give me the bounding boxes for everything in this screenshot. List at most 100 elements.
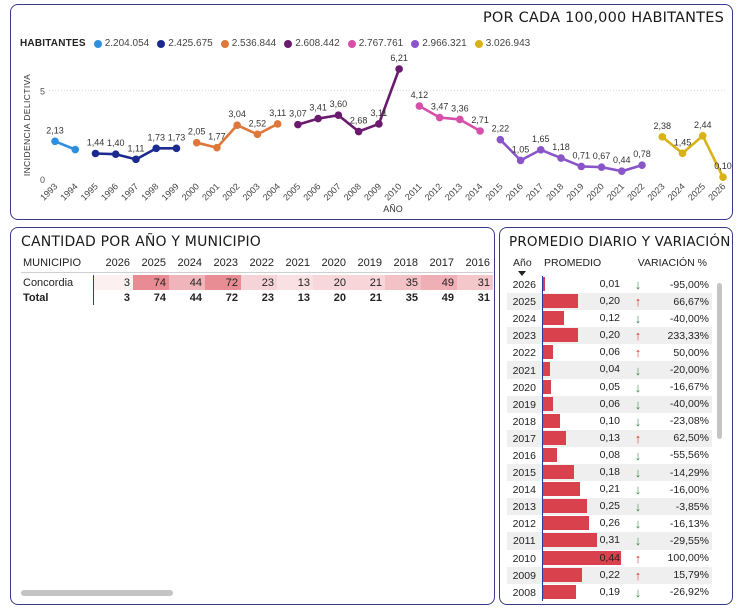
- x-tick-label: 2016: [504, 181, 525, 202]
- average-value: 0,05: [599, 380, 620, 393]
- legend-item[interactable]: 2.767.761: [347, 38, 404, 49]
- legend-dot-icon: [93, 39, 102, 48]
- year-header[interactable]: 2023: [213, 257, 238, 270]
- year-header[interactable]: 2022: [249, 257, 274, 270]
- average-value: 0,06: [599, 397, 620, 410]
- variation-cell: -14,29%: [652, 464, 712, 482]
- average-value: 0,08: [599, 448, 620, 461]
- average-value: 0,01: [599, 278, 620, 290]
- year-cell: 2008: [512, 586, 536, 599]
- table-row[interactable]: Concordia 3 74 44 72 23 13 20 21 35 49 31: [21, 275, 493, 290]
- table-row[interactable]: 2020 0,05 ↓ -16,67%: [507, 378, 712, 396]
- table-row[interactable]: 2013 0,25 ↓ -3,85%: [507, 498, 712, 516]
- data-point: [354, 127, 363, 136]
- legend-label: 2.767.761: [358, 38, 404, 49]
- year-header[interactable]: 2017: [429, 257, 454, 270]
- data-label: 4,12: [411, 90, 429, 100]
- y-tick-label: 0: [40, 175, 45, 185]
- year-header[interactable]: 2020: [321, 257, 346, 270]
- table-row[interactable]: 2024 0,12 ↓ -40,00%: [507, 310, 712, 328]
- data-point: [192, 138, 201, 147]
- variation-cell: -40,00%: [669, 312, 709, 325]
- table-row[interactable]: 2026 0,01 ↓ -95,00%: [507, 276, 712, 294]
- data-point: [294, 120, 302, 129]
- year-header[interactable]: 2026: [105, 257, 130, 270]
- total-row: Total 3 74 44 72 23 13 20 21 35 49 31: [21, 290, 493, 305]
- arrow-up-icon: ↑: [634, 345, 642, 361]
- average-cell: 0,10: [541, 412, 624, 430]
- table-row[interactable]: 2018 0,10 ↓ -23,08%: [507, 412, 712, 430]
- average-bar: [542, 396, 554, 411]
- data-label: 0,44: [613, 155, 631, 165]
- data-label: 2,68: [350, 116, 368, 126]
- data-label: 1,18: [552, 142, 570, 152]
- arrow-down-icon: ↓: [634, 379, 642, 395]
- average-bar: [542, 362, 550, 377]
- arrow-down-icon: ↓: [634, 311, 642, 327]
- table-row[interactable]: 2010 0,44 ↑ 100,00%: [507, 549, 712, 567]
- variation-cell: -95,00%: [669, 278, 709, 291]
- table-row[interactable]: 2025 0,20 ↑ 66,67%: [507, 293, 712, 311]
- arrow-down-icon: ↓: [624, 464, 652, 482]
- matrix-cell: 31: [457, 275, 493, 290]
- total-cell: 13: [297, 291, 310, 304]
- average-cell: 0,25: [541, 498, 624, 516]
- average-value: 0,44: [599, 551, 620, 564]
- table-row[interactable]: 2021 0,04 ↓ -20,00%: [507, 361, 712, 379]
- table-row[interactable]: 2012 0,26 ↓ -16,13%: [507, 515, 712, 533]
- table-row[interactable]: 2015 0,18 ↓ -14,29%: [507, 464, 712, 482]
- table-row[interactable]: 2016 0,08 ↓ -55,56%: [507, 446, 712, 465]
- data-point: [334, 111, 343, 120]
- total-cell: 31: [477, 291, 490, 304]
- table-row[interactable]: 2022 0,06 ↑ 50,00%: [507, 344, 712, 362]
- data-point: [456, 115, 464, 124]
- year-header[interactable]: 2018: [393, 257, 418, 270]
- legend-item[interactable]: 2.204.054: [93, 38, 150, 49]
- table-row[interactable]: 2008 0,19 ↓ -26,92%: [507, 583, 712, 601]
- legend-item[interactable]: 2.425.675: [157, 38, 213, 49]
- year-header[interactable]: 2024: [177, 257, 202, 270]
- average-value: 0,06: [599, 346, 620, 359]
- matrix-cell: 13: [277, 275, 313, 290]
- year-header[interactable]: 2019: [357, 257, 382, 270]
- x-tick-label: 2022: [625, 181, 646, 202]
- year-header[interactable]: 2025: [141, 257, 166, 270]
- table-row[interactable]: 2014 0,21 ↓ -16,00%: [507, 481, 712, 499]
- x-tick-label: 2001: [200, 181, 221, 202]
- arrow-up-icon: ↑: [624, 429, 652, 447]
- legend-label: 2.204.054: [104, 38, 150, 49]
- legend-item[interactable]: 2.608.442: [284, 38, 340, 49]
- table-row[interactable]: 2011 0,31 ↓ -29,55%: [507, 532, 712, 550]
- average-value: 0,10: [599, 414, 620, 427]
- average-cell: 0,12: [541, 310, 624, 328]
- data-point: [273, 120, 282, 128]
- year-header[interactable]: 2016: [465, 257, 490, 270]
- year-header[interactable]: 2021: [285, 257, 310, 270]
- arrow-up-icon: ↑: [624, 293, 652, 311]
- legend-item[interactable]: 3.026.943: [474, 38, 530, 49]
- col-average-header[interactable]: PROMEDIO: [542, 255, 624, 276]
- horizontal-scrollbar[interactable]: [21, 590, 173, 596]
- vertical-scrollbar[interactable]: [717, 283, 722, 439]
- average-cell: 0,26: [541, 515, 624, 533]
- legend-dot-icon: [284, 39, 293, 48]
- col-variation-header[interactable]: VARIACIÓN %: [624, 255, 712, 276]
- municipality-header[interactable]: MUNICIPIO: [23, 257, 82, 270]
- average-bar: [542, 277, 545, 291]
- matrix-title: CANTIDAD POR AÑO Y MUNICIPIO: [21, 234, 262, 250]
- table-row[interactable]: 2009 0,22 ↑ 15,79%: [507, 566, 712, 584]
- table-row[interactable]: 2017 0,13 ↑ 62,50%: [507, 429, 712, 447]
- col-year-header[interactable]: Año: [507, 255, 542, 276]
- matrix-panel: CANTIDAD POR AÑO Y MUNICIPIO MUNICIPIO 20…: [10, 227, 495, 605]
- data-label: 1,65: [532, 134, 550, 144]
- x-tick-label: 2018: [544, 181, 565, 202]
- legend-item[interactable]: 2.536.844: [220, 38, 276, 49]
- table-row[interactable]: 2019 0,06 ↓ -40,00%: [507, 395, 712, 413]
- x-tick-label: 2008: [342, 181, 363, 202]
- x-tick-label: 2007: [322, 181, 343, 202]
- data-point: [496, 135, 505, 144]
- legend-item[interactable]: 2.966.321: [411, 38, 467, 49]
- table-row[interactable]: 2023 0,20 ↑ 233,33%: [507, 327, 712, 345]
- average-value: 0,18: [599, 466, 620, 479]
